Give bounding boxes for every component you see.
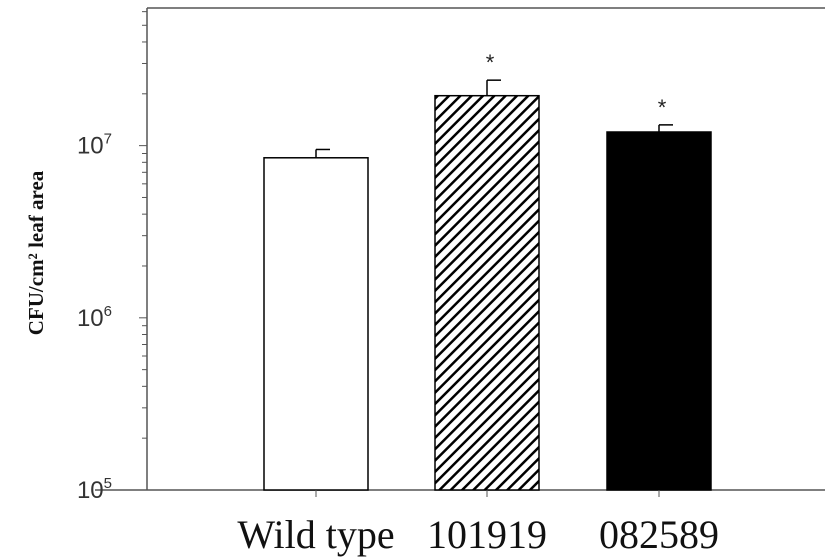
x-tick-label: 101919 [427,512,547,557]
bars-group: ** [263,50,712,491]
bar-1 [434,94,540,491]
y-axis: 105 106 107 [77,11,147,504]
x-tick-label: 082589 [599,512,719,557]
y-tick-label: 106 [77,303,112,332]
bar-0 [263,157,369,491]
significance-marker: * [658,95,667,120]
significance-marker: * [486,50,495,75]
y-axis-title: CFU/cm² leaf area [24,170,48,335]
x-axis-labels: Wild type 101919 082589 [237,490,719,557]
y-tick-label: 105 [77,475,112,504]
bar-2 [606,131,712,491]
x-tick-label: Wild type [237,512,394,557]
y-tick-label: 107 [77,131,112,160]
